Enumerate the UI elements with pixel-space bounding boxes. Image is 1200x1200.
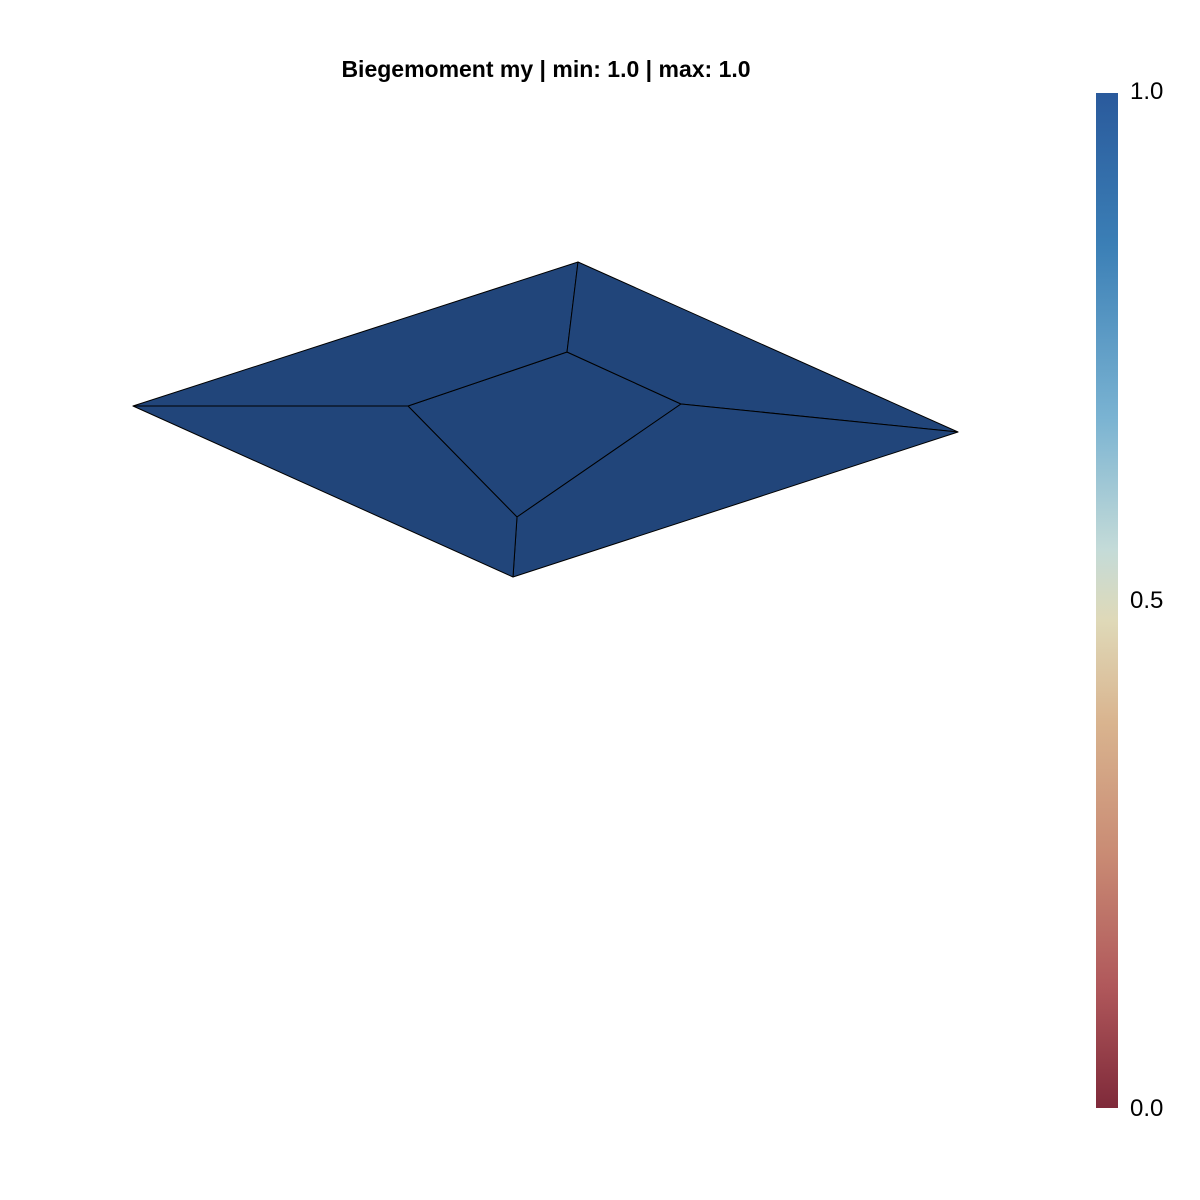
colorbar-tick-min: 0.0 bbox=[1130, 1095, 1164, 1122]
colorbar-tick-max: 1.0 bbox=[1130, 78, 1164, 105]
element-bottom-left bbox=[132, 405, 518, 578]
chart-title: Biegemoment my | min: 1.0 | max: 1.0 bbox=[341, 56, 751, 82]
colorbar-tick-mid: 0.5 bbox=[1130, 587, 1164, 614]
colorbar bbox=[1096, 93, 1118, 1108]
